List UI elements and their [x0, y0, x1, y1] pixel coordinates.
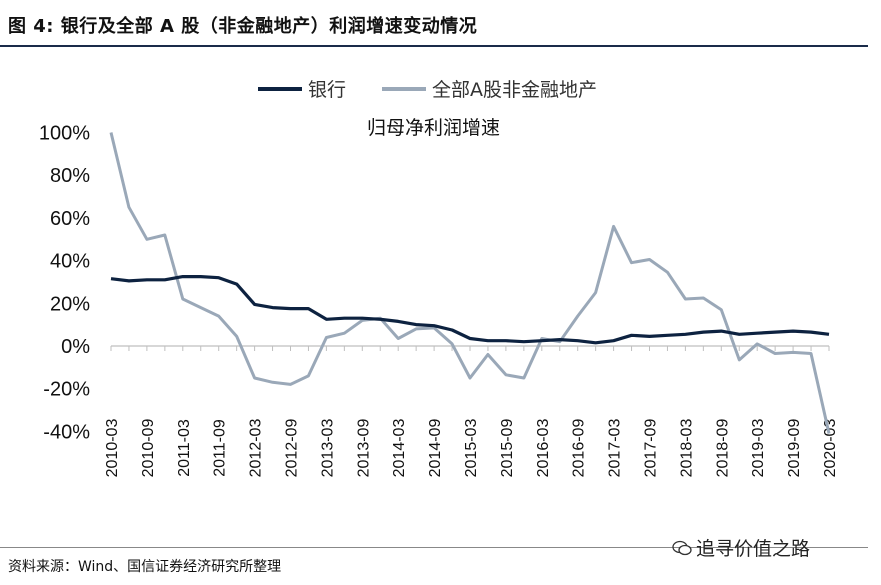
x-tick-label: 2018-09	[714, 419, 731, 478]
x-tick-label: 2014-09	[427, 419, 444, 478]
y-tick-label: 40%	[50, 251, 90, 273]
x-tick-label: 2013-09	[355, 419, 372, 478]
series-line-bank	[110, 275, 830, 345]
y-tick-label: -20%	[43, 379, 90, 401]
line-chart: 银行 全部A股非金融地产 归母净利润增速 100% 80% 60% 40% 20% 0% -…	[39, 79, 839, 478]
x-tick-label: 2012-03	[248, 419, 265, 478]
legend-label-bank: 银行	[308, 79, 346, 101]
x-tick-label: 2010-03	[104, 419, 121, 478]
wechat-icon	[672, 540, 692, 555]
x-tick-label: 2019-03	[750, 419, 767, 478]
y-tick-label: 20%	[50, 293, 90, 315]
x-tick-label: 2019-09	[786, 419, 803, 478]
x-tick-label: 2011-03	[176, 419, 193, 477]
x-tick-label: 2015-03	[463, 419, 480, 478]
figure-title: 图 4: 银行及全部 A 股（非金融地产）利润增速变动情况	[8, 16, 478, 37]
series-line-all-a	[109, 132, 831, 434]
x-tick-label: 2012-09	[284, 419, 301, 478]
x-tick-label: 2020-03	[822, 419, 839, 478]
y-tick-label: 100%	[39, 123, 90, 145]
y-tick-label: 80%	[50, 165, 90, 187]
series-layer	[109, 132, 831, 434]
y-tick-label: -40%	[43, 421, 90, 443]
y-axis: 100% 80% 60% 40% 20% 0% -20% -40%	[39, 123, 90, 444]
y-tick-label: 0%	[61, 336, 90, 358]
chart-title: 归母净利润增速	[367, 117, 500, 139]
x-tick-label: 2011-09	[212, 419, 229, 477]
x-tick-label: 2010-09	[140, 419, 157, 478]
legend-label-all-a: 全部A股非金融地产	[432, 79, 597, 101]
x-tick-label: 2017-03	[607, 419, 624, 478]
x-tick-label: 2016-03	[535, 419, 552, 478]
x-tick-label: 2014-03	[391, 419, 408, 478]
title-rule	[0, 45, 868, 47]
x-tick-label: 2013-03	[319, 419, 336, 478]
watermark: 追寻价值之路	[672, 534, 810, 561]
source-note: 资料来源：Wind、国信证券经济研究所整理	[8, 559, 282, 575]
x-tick-label: 2015-09	[499, 419, 516, 478]
y-tick-label: 60%	[50, 208, 90, 230]
x-axis: 2010-03 2010-09 2011-03 2011-09 2012-03 2012-…	[104, 345, 839, 478]
x-tick-label: 2018-03	[678, 419, 695, 478]
x-tick-label: 2017-09	[643, 419, 660, 478]
watermark-text: 追寻价值之路	[696, 538, 811, 560]
chart-legend: 银行 全部A股非金融地产	[258, 79, 597, 101]
footer-rule	[0, 547, 868, 548]
x-tick-label: 2016-09	[571, 419, 588, 478]
